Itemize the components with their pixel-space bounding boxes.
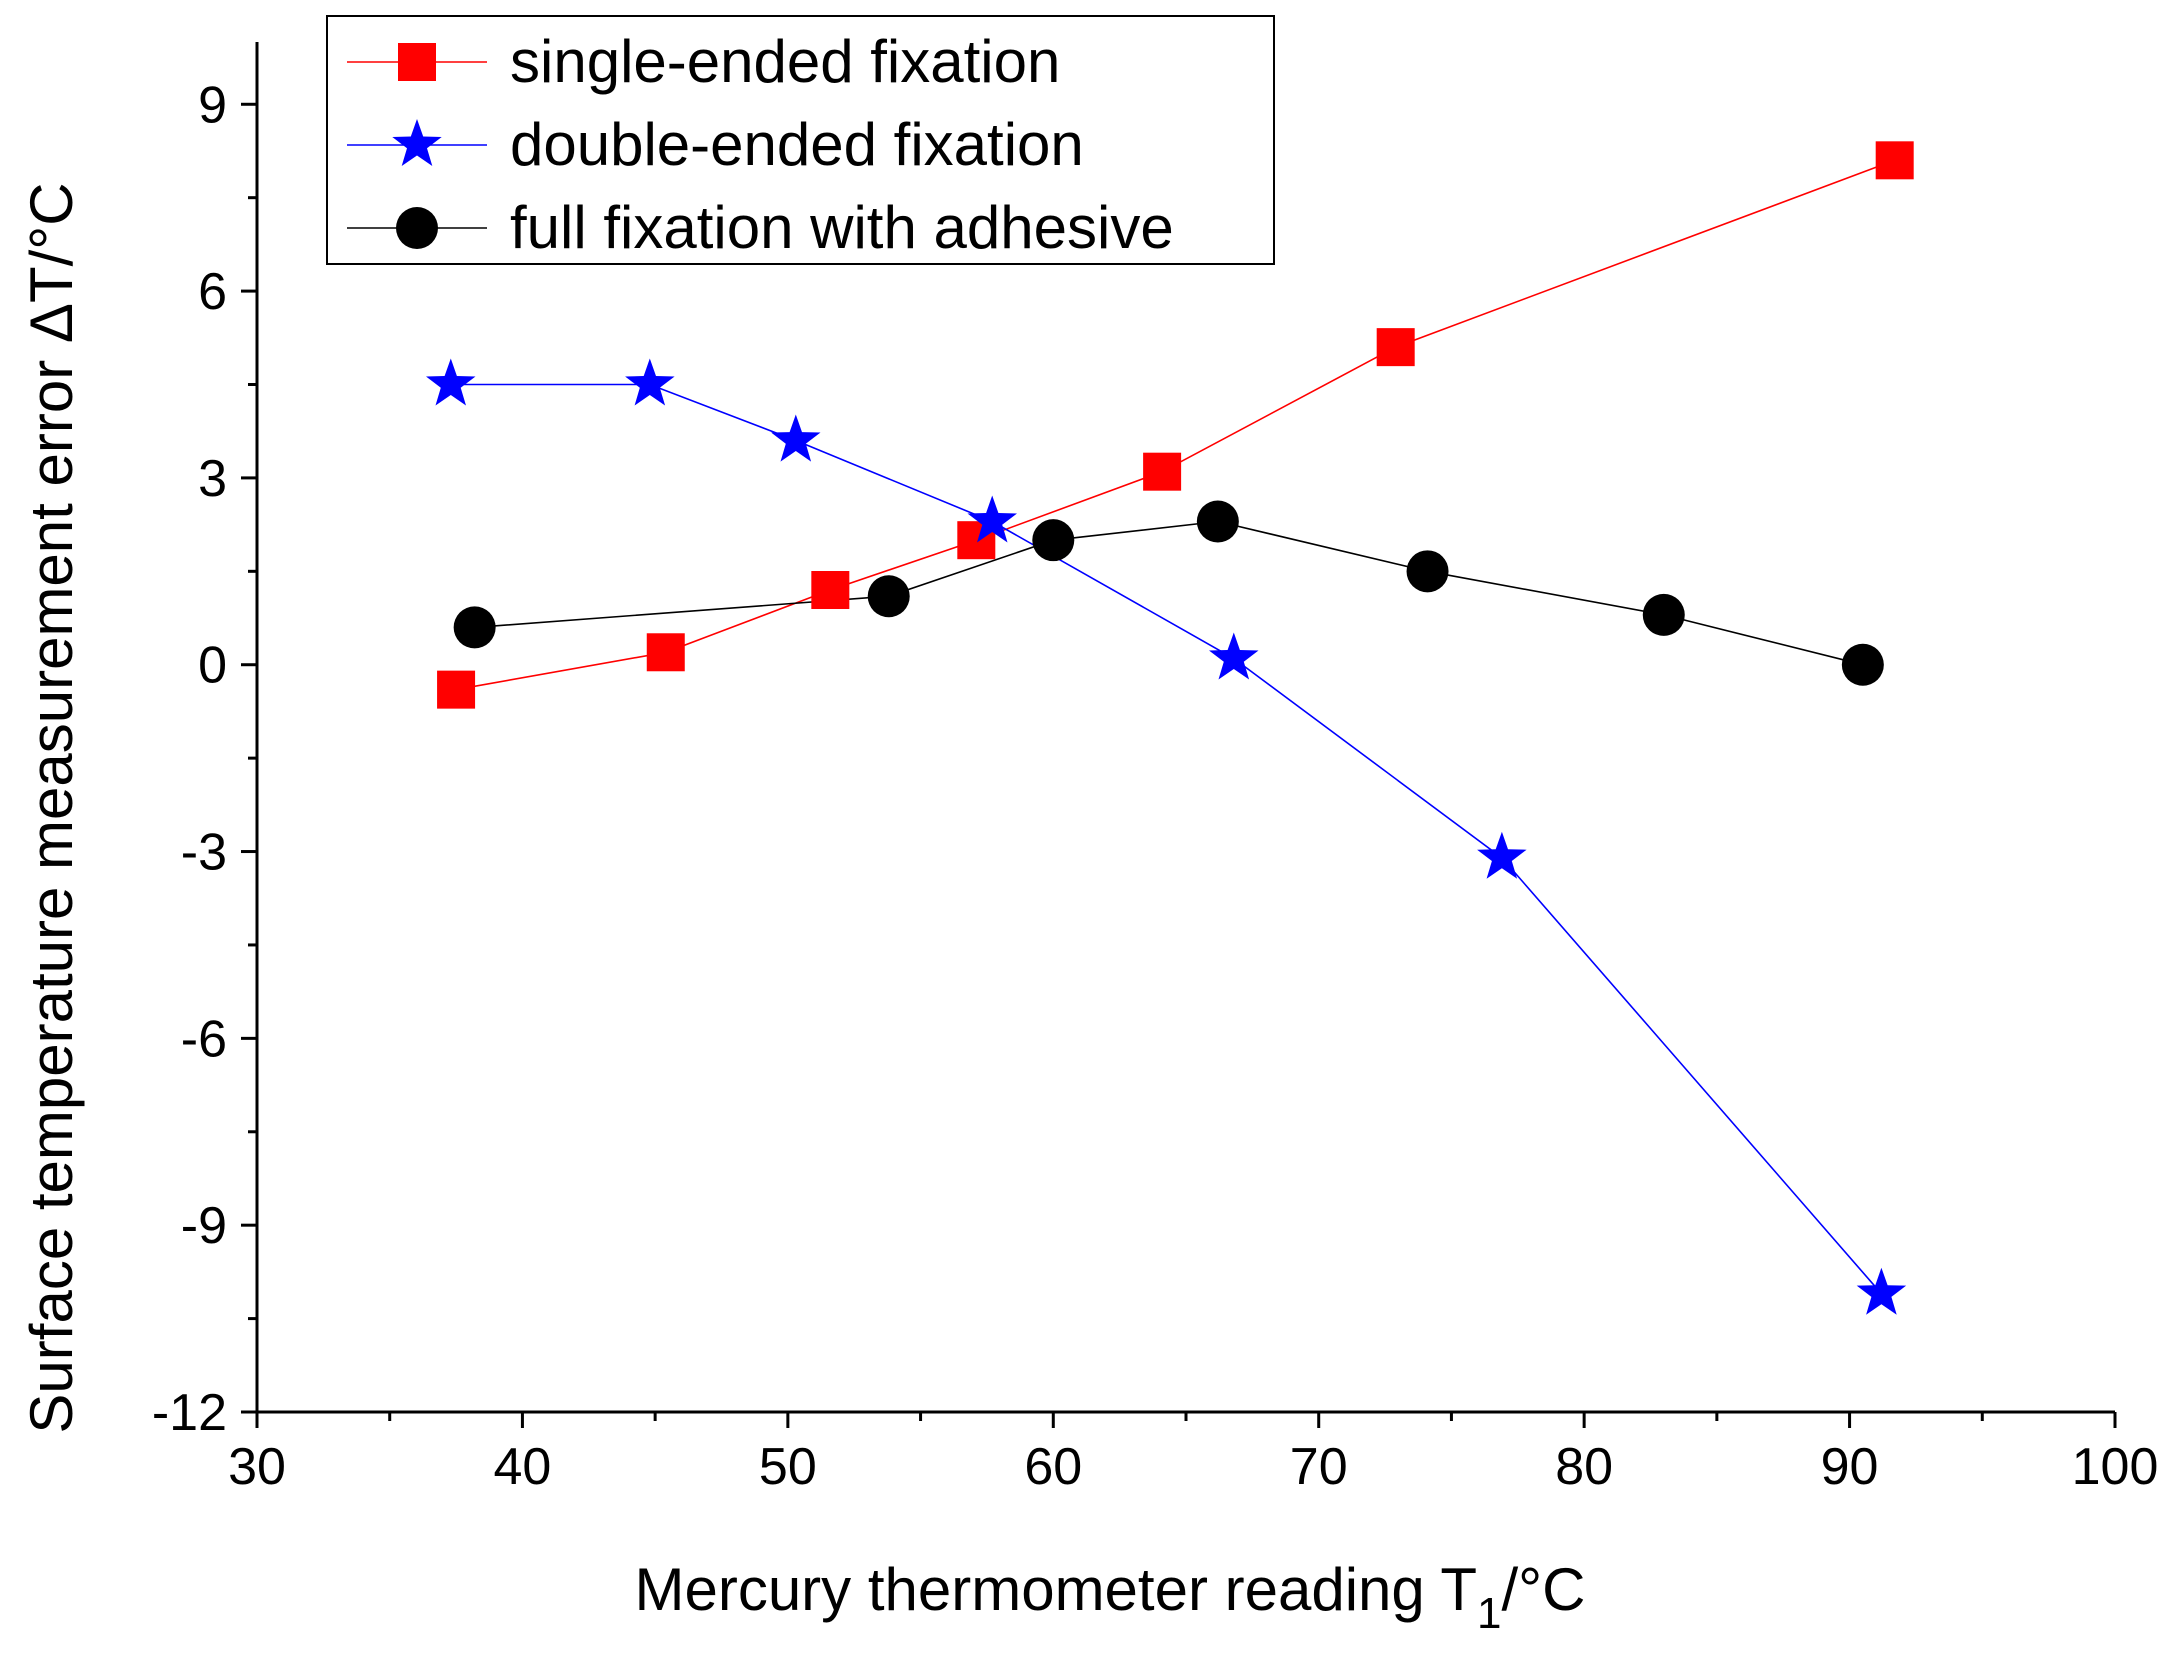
data-point-single-ended-fixation xyxy=(437,670,476,709)
x-tick-label: 70 xyxy=(1290,1438,1348,1496)
y-tick-label: -12 xyxy=(152,1384,227,1442)
data-point-full-fixation-with-adhesive xyxy=(867,575,910,618)
data-point-single-ended-fixation xyxy=(646,633,685,672)
data-point-full-fixation-with-adhesive xyxy=(453,606,496,649)
legend-label-double-ended-fixation: double-ended fixation xyxy=(510,111,1084,178)
data-point-single-ended-fixation xyxy=(811,571,850,609)
y-tick-label: 3 xyxy=(198,450,227,508)
legend-marker-full-fixation-with-adhesive xyxy=(396,207,438,249)
series-lines xyxy=(450,159,1895,1295)
x-tick-label: 50 xyxy=(759,1438,817,1496)
y-tick-label: 0 xyxy=(198,637,227,695)
x-tick-label: 30 xyxy=(228,1438,286,1496)
x-tick-label: 90 xyxy=(1821,1438,1879,1496)
data-point-double-ended-fixation xyxy=(625,358,675,406)
data-point-double-ended-fixation xyxy=(1856,1267,1907,1315)
y-tick-label: -9 xyxy=(181,1197,227,1255)
x-axis-title: Mercury thermometer reading T1/°C xyxy=(634,1556,1585,1638)
data-point-single-ended-fixation xyxy=(1875,141,1914,180)
x-tick-label: 100 xyxy=(2072,1438,2159,1496)
data-point-double-ended-fixation xyxy=(426,358,476,406)
data-point-full-fixation-with-adhesive xyxy=(1406,550,1449,593)
ticks: 30 40 50 60 70 80 90 100 -12 -9 -6 -3 0 3 6 9 xyxy=(152,76,2159,1496)
data-point-double-ended-fixation xyxy=(771,414,821,462)
x-tick-label: 80 xyxy=(1555,1438,1613,1496)
x-tick-label: 60 xyxy=(1024,1438,1082,1496)
data-point-single-ended-fixation xyxy=(1376,328,1415,367)
data-point-full-fixation-with-adhesive xyxy=(1032,519,1075,562)
y-tick-label: -3 xyxy=(181,824,227,882)
legend-label-full-fixation-with-adhesive: full fixation with adhesive xyxy=(510,194,1174,261)
data-point-full-fixation-with-adhesive xyxy=(1841,643,1884,686)
y-tick-label: 6 xyxy=(198,263,227,321)
x-axis-title-subscript: 1 xyxy=(1477,1589,1501,1638)
series-line-double-ended-fixation xyxy=(450,383,1883,1295)
data-point-full-fixation-with-adhesive xyxy=(1642,593,1685,636)
y-tick-label: 9 xyxy=(198,76,227,134)
x-tick-label: 40 xyxy=(494,1438,552,1496)
data-point-double-ended-fixation xyxy=(1209,632,1259,680)
series-markers xyxy=(426,141,1914,1315)
y-axis-title: Surface temperature measurement error ΔT… xyxy=(18,182,85,1433)
data-point-double-ended-fixation xyxy=(967,495,1017,543)
legend: single-ended fixation double-ended fixati… xyxy=(326,15,1275,265)
data-point-double-ended-fixation xyxy=(1477,831,1527,879)
x-axis-title-main: Mercury thermometer reading T xyxy=(634,1556,1477,1623)
data-point-full-fixation-with-adhesive xyxy=(1196,500,1239,543)
y-tick-label: -6 xyxy=(181,1010,227,1068)
legend-label-single-ended-fixation: single-ended fixation xyxy=(510,28,1060,95)
legend-marker-single-ended-fixation xyxy=(398,43,436,81)
legend-box xyxy=(326,15,1275,265)
x-axis-title-suffix: /°C xyxy=(1502,1556,1586,1623)
legend-marker-double-ended-fixation xyxy=(392,119,442,166)
data-point-single-ended-fixation xyxy=(1143,452,1182,491)
